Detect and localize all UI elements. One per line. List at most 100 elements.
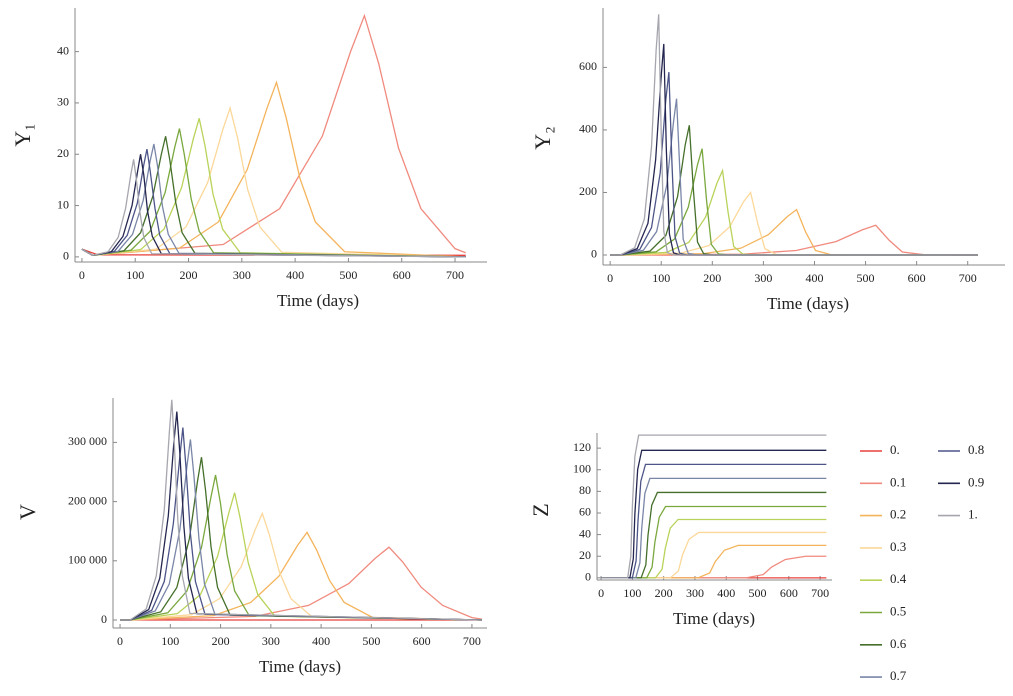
legend-label: 0.2 [890,507,906,522]
y-tick-label: 10 [57,197,69,211]
y-tick-label: 600 [579,59,597,73]
x-tick-label: 600 [780,586,798,600]
x-tick-label: 0 [598,586,604,600]
y-tick-label: 0 [101,612,107,626]
series-line [120,531,482,621]
series-line [120,546,483,621]
legend-label: 0.4 [890,571,907,586]
legend-label: 0.9 [968,474,984,489]
y-tick-label: 40 [579,526,591,540]
legend-label: 0.5 [890,603,906,618]
y-tick-label: 120 [573,440,591,454]
x-tick-label: 600 [393,268,411,282]
x-tick-label: 400 [717,586,735,600]
series-line [81,136,466,258]
series-line [81,105,466,258]
x-tick-label: 500 [857,271,875,285]
x-axis-label: Time (days) [767,294,849,313]
x-tick-label: 700 [959,271,977,285]
x-tick-label: 600 [908,271,926,285]
x-tick-label: 100 [623,586,641,600]
y-tick-label: 60 [579,505,591,519]
legend-label: 1. [968,507,978,522]
y-tick-label: 300 000 [68,434,107,448]
series-line [601,491,827,579]
x-tick-label: 100 [161,634,179,648]
series-line [120,427,482,621]
x-tick-label: 500 [749,586,767,600]
x-tick-label: 0 [79,268,85,282]
y-tick-label: 40 [57,43,69,57]
y-axis-label: Z [528,503,553,516]
y-tick-label: 100 000 [68,553,107,567]
y-axis-label: V [15,504,40,520]
series-line [120,492,482,621]
series-line [610,125,978,256]
x-tick-label: 200 [180,268,198,282]
series-line [610,208,978,256]
y-tick-label: 20 [57,146,69,160]
series-line [601,555,827,579]
series-line [120,439,482,621]
series-line [120,411,482,621]
series-line [81,13,466,256]
series-line [120,474,482,621]
x-tick-label: 700 [446,268,464,282]
legend-label: 0.3 [890,539,906,554]
x-tick-label: 100 [652,271,670,285]
y-tick-label: 0 [585,570,591,584]
x-tick-label: 100 [126,268,144,282]
y-tick-label: 100 [573,462,591,476]
series-line [610,98,978,256]
y-tick-label: 0 [63,249,69,263]
legend-label: 0.1 [890,474,906,489]
y-tick-label: 400 [579,122,597,136]
y-tick-label: 200 000 [68,493,107,507]
series-line [610,14,978,256]
legend-label: 0.8 [968,442,984,457]
x-tick-label: 200 [655,586,673,600]
series-line [601,463,827,579]
x-tick-label: 400 [286,268,304,282]
series-line [81,159,466,258]
series-line [610,148,978,256]
x-tick-label: 200 [212,634,230,648]
x-tick-label: 300 [262,634,280,648]
y-tick-label: 80 [579,483,591,497]
y-axis-label: Y₂ [530,126,555,150]
x-tick-label: 300 [754,271,772,285]
x-tick-label: 0 [607,271,613,285]
x-tick-label: 500 [362,634,380,648]
x-tick-label: 700 [463,634,481,648]
series-line [601,531,827,579]
x-tick-label: 0 [117,634,123,648]
x-tick-label: 300 [686,586,704,600]
x-axis-label: Time (days) [259,657,341,676]
series-line [610,168,978,256]
y-tick-label: 20 [579,548,591,562]
series-line [120,511,482,621]
legend-label: 0.6 [890,636,907,651]
x-tick-label: 600 [413,634,431,648]
series-line [601,449,827,579]
x-tick-label: 700 [811,586,829,600]
series-line [601,434,827,579]
legend-label: 0.7 [890,668,907,683]
x-axis-label: Time (days) [673,609,755,628]
series-line [81,118,466,258]
x-axis-label: Time (days) [277,291,359,310]
y-tick-label: 30 [57,95,69,109]
x-tick-label: 200 [703,271,721,285]
series-line [601,518,827,579]
x-tick-label: 400 [805,271,823,285]
series-line [120,399,482,621]
legend-label: 0. [890,442,900,457]
x-tick-label: 500 [339,268,357,282]
y-axis-label: Y₁ [10,123,35,147]
series-line [120,457,482,621]
x-tick-label: 300 [233,268,251,282]
x-tick-label: 400 [312,634,330,648]
y-tick-label: 0 [591,247,597,261]
y-tick-label: 200 [579,184,597,198]
